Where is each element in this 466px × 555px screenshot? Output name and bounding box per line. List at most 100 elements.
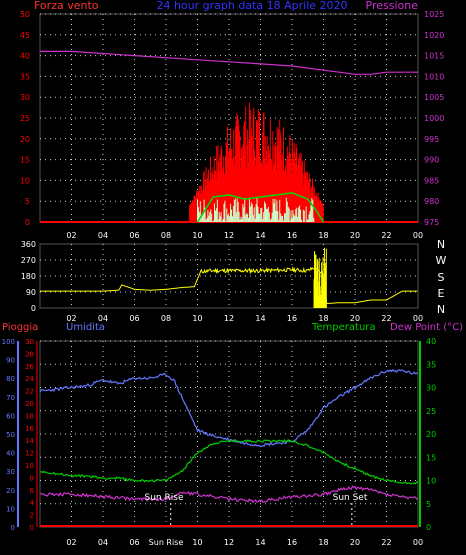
rain-axis-tick-label: 14 bbox=[25, 437, 34, 445]
pressure-axis-tick-label: 1025 bbox=[424, 10, 444, 19]
rain-axis-tick-label: 2 bbox=[30, 512, 34, 520]
humidity-axis-tick-label: 30 bbox=[6, 468, 15, 476]
rain-axis-tick-label: 30 bbox=[25, 338, 34, 346]
temperature-axis-tick-label: 10 bbox=[426, 477, 436, 486]
temperature-axis-tick-label: 5 bbox=[426, 500, 431, 509]
chart3-x-tick-label: 14 bbox=[255, 538, 265, 547]
pressure-axis-tick-label: 1010 bbox=[424, 72, 444, 81]
temperature-axis-tick-label: 20 bbox=[426, 430, 436, 439]
humidity-axis-tick-label: 90 bbox=[6, 357, 15, 365]
rain-axis-tick-label: 20 bbox=[25, 400, 34, 408]
chart3-x-tick-label: 22 bbox=[381, 538, 391, 547]
humidity-axis-tick-label: 100 bbox=[2, 338, 15, 346]
wind-axis-tick-label: 45 bbox=[20, 31, 30, 40]
chart3-x-tick-label: 18 bbox=[318, 538, 328, 547]
humidity-axis-tick-label: 70 bbox=[6, 394, 15, 402]
rain-axis-tick-label: 26 bbox=[25, 363, 34, 371]
pressure-axis-tick-label: 1000 bbox=[424, 114, 444, 123]
pressure-axis-tick-label: 1015 bbox=[424, 52, 444, 61]
pressure-axis-tick-label: 985 bbox=[424, 176, 439, 185]
sunrise-annotation: Sun Rise bbox=[145, 493, 184, 503]
chart1-x-tick-label: 10 bbox=[192, 231, 202, 240]
humidity-axis-tick-label: 20 bbox=[6, 487, 15, 495]
pressure-line bbox=[40, 50, 418, 75]
direction-label-n-bottom: N bbox=[437, 303, 445, 316]
direction-axis-tick-label: 270 bbox=[21, 256, 36, 265]
rain-axis-tick-label: 24 bbox=[25, 375, 34, 383]
chart2-x-tick-label: 20 bbox=[350, 314, 360, 323]
chart1-x-tick-label: 06 bbox=[129, 231, 139, 240]
wind-axis-tick-label: 30 bbox=[20, 93, 30, 102]
direction-label-e: E bbox=[438, 287, 445, 300]
humidity-temperature-chart: 0102030405060708090100024681012141618202… bbox=[2, 337, 437, 547]
chart1-x-tick-label: 22 bbox=[381, 231, 391, 240]
humidity-axis-tick-label: 40 bbox=[6, 450, 15, 458]
chart2-x-tick-label: 08 bbox=[161, 314, 171, 323]
rain-axis-tick-label: 28 bbox=[25, 350, 34, 358]
chart1-x-tick-label: 18 bbox=[318, 231, 328, 240]
chart2-x-tick-label: 04 bbox=[98, 314, 108, 323]
direction-axis-tick-label: 0 bbox=[31, 304, 36, 313]
humidity-line bbox=[39, 369, 419, 448]
wind-axis-tick-label: 10 bbox=[20, 176, 30, 185]
chart1-x-tick-label: 16 bbox=[287, 231, 297, 240]
wind-axis-tick-label: 20 bbox=[20, 135, 30, 144]
chart2-x-tick-label: 10 bbox=[192, 314, 202, 323]
chart3-x-tick-label: 16 bbox=[287, 538, 297, 547]
temperature-axis-tick-label: 30 bbox=[426, 384, 436, 393]
page-title: 24 hour graph data 18 Aprile 2020 bbox=[156, 0, 347, 12]
wind-average-line bbox=[196, 192, 325, 223]
dew-point-label: Dew Point (°C) bbox=[390, 322, 463, 333]
chart3-x-tick-label: 20 bbox=[350, 538, 360, 547]
wind-label: Forza vento bbox=[34, 0, 99, 12]
rain-axis-tick-label: 12 bbox=[25, 450, 34, 458]
chart3-x-tick-label: 06 bbox=[129, 538, 139, 547]
chart1-x-tick-label: 20 bbox=[350, 231, 360, 240]
pressure-axis-tick-label: 1020 bbox=[424, 31, 444, 40]
wind-axis-tick-label: 25 bbox=[20, 114, 30, 123]
temperature-axis-tick-label: 0 bbox=[426, 523, 431, 532]
direction-label-n-top: N bbox=[437, 238, 445, 251]
rain-axis-tick-label: 18 bbox=[25, 412, 34, 420]
chart1-x-tick-label: 12 bbox=[224, 231, 234, 240]
temperature-label: Temperatura bbox=[311, 322, 376, 333]
pressure-axis-tick-label: 975 bbox=[424, 218, 439, 227]
direction-axis-tick-label: 90 bbox=[26, 288, 36, 297]
chart1-x-tick-label: 00 bbox=[413, 231, 423, 240]
humidity-axis-tick-label: 50 bbox=[6, 431, 15, 439]
temperature-axis-tick-label: 25 bbox=[426, 407, 436, 416]
chart2-x-tick-label: 02 bbox=[66, 314, 76, 323]
chart1-x-tick-label: 08 bbox=[161, 231, 171, 240]
rain-axis-tick-label: 22 bbox=[25, 388, 34, 396]
wind-axis-tick-label: 5 bbox=[25, 197, 30, 206]
chart3-x-tick-label: 02 bbox=[66, 538, 76, 547]
chart2-x-tick-label: 14 bbox=[255, 314, 265, 323]
wind-axis-tick-label: 40 bbox=[20, 52, 30, 61]
chart2-x-tick-label: 22 bbox=[381, 314, 391, 323]
pressure-label: Pressione bbox=[366, 0, 419, 12]
direction-axis-tick-label: 180 bbox=[21, 272, 36, 281]
rain-axis-tick-label: 16 bbox=[25, 425, 34, 433]
direction-axis-tick-label: 360 bbox=[21, 240, 36, 249]
temperature-line bbox=[39, 439, 419, 485]
humidity-axis-tick-label: 10 bbox=[6, 505, 15, 513]
direction-line bbox=[40, 265, 418, 305]
pressure-axis-tick-label: 995 bbox=[424, 135, 439, 144]
chart3-x-tick-label: 00 bbox=[413, 538, 423, 547]
chart2-x-tick-label: 06 bbox=[129, 314, 139, 323]
humidity-axis-tick-label: 0 bbox=[11, 524, 15, 532]
rain-axis-tick-label: 6 bbox=[30, 487, 35, 495]
humidity-axis-tick-label: 80 bbox=[6, 375, 15, 383]
chart3-x-tick-label: 10 bbox=[192, 538, 202, 547]
chart3-x-tick-label: 04 bbox=[98, 538, 108, 547]
direction-label-w: W bbox=[436, 254, 447, 267]
chart1-x-tick-label: 02 bbox=[66, 231, 76, 240]
humidity-label: Umidita bbox=[66, 322, 105, 333]
wind-axis-tick-label: 0 bbox=[25, 218, 30, 227]
dew-point-line bbox=[39, 485, 419, 504]
pressure-axis-tick-label: 980 bbox=[424, 197, 439, 206]
chart3-x-tick-label: 12 bbox=[224, 538, 234, 547]
rain-axis-tick-label: 8 bbox=[30, 474, 34, 482]
chart2-x-tick-label: 00 bbox=[413, 314, 423, 323]
pressure-axis-tick-label: 1005 bbox=[424, 93, 444, 102]
